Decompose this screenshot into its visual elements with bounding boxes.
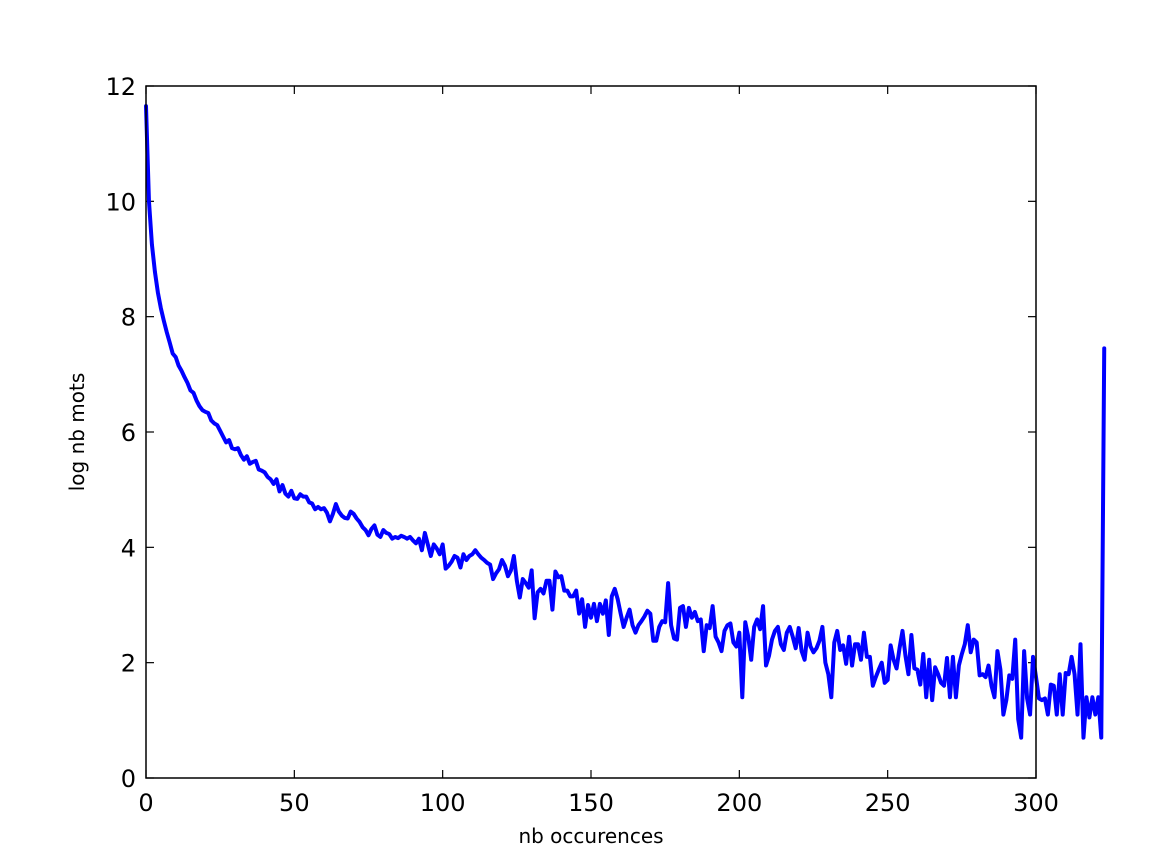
y-tick-label: 4 <box>121 534 136 562</box>
x-tick-label: 250 <box>865 789 911 817</box>
y-axis-title: log nb mots <box>65 373 89 492</box>
x-tick-label: 0 <box>138 789 153 817</box>
x-tick-label: 50 <box>279 789 310 817</box>
x-axis-title: nb occurences <box>518 824 663 848</box>
x-tick-label: 100 <box>420 789 466 817</box>
y-tick-label: 8 <box>121 304 136 332</box>
y-tick-label: 12 <box>105 73 136 101</box>
x-tick-label: 200 <box>716 789 762 817</box>
y-tick-label: 6 <box>121 419 136 447</box>
x-tick-label: 150 <box>568 789 614 817</box>
y-tick-labels: 0 2 4 6 8 10 12 <box>105 73 136 793</box>
y-tick-label: 2 <box>121 650 136 678</box>
series-line <box>144 104 1107 740</box>
y-tick-label: 10 <box>105 188 136 216</box>
x-tick-label: 300 <box>1013 789 1059 817</box>
y-tick-label: 0 <box>121 765 136 793</box>
plot-frame <box>145 85 1037 779</box>
plot-background <box>146 86 1036 778</box>
x-tick-labels: 0 50 100 150 200 250 300 <box>138 789 1059 817</box>
